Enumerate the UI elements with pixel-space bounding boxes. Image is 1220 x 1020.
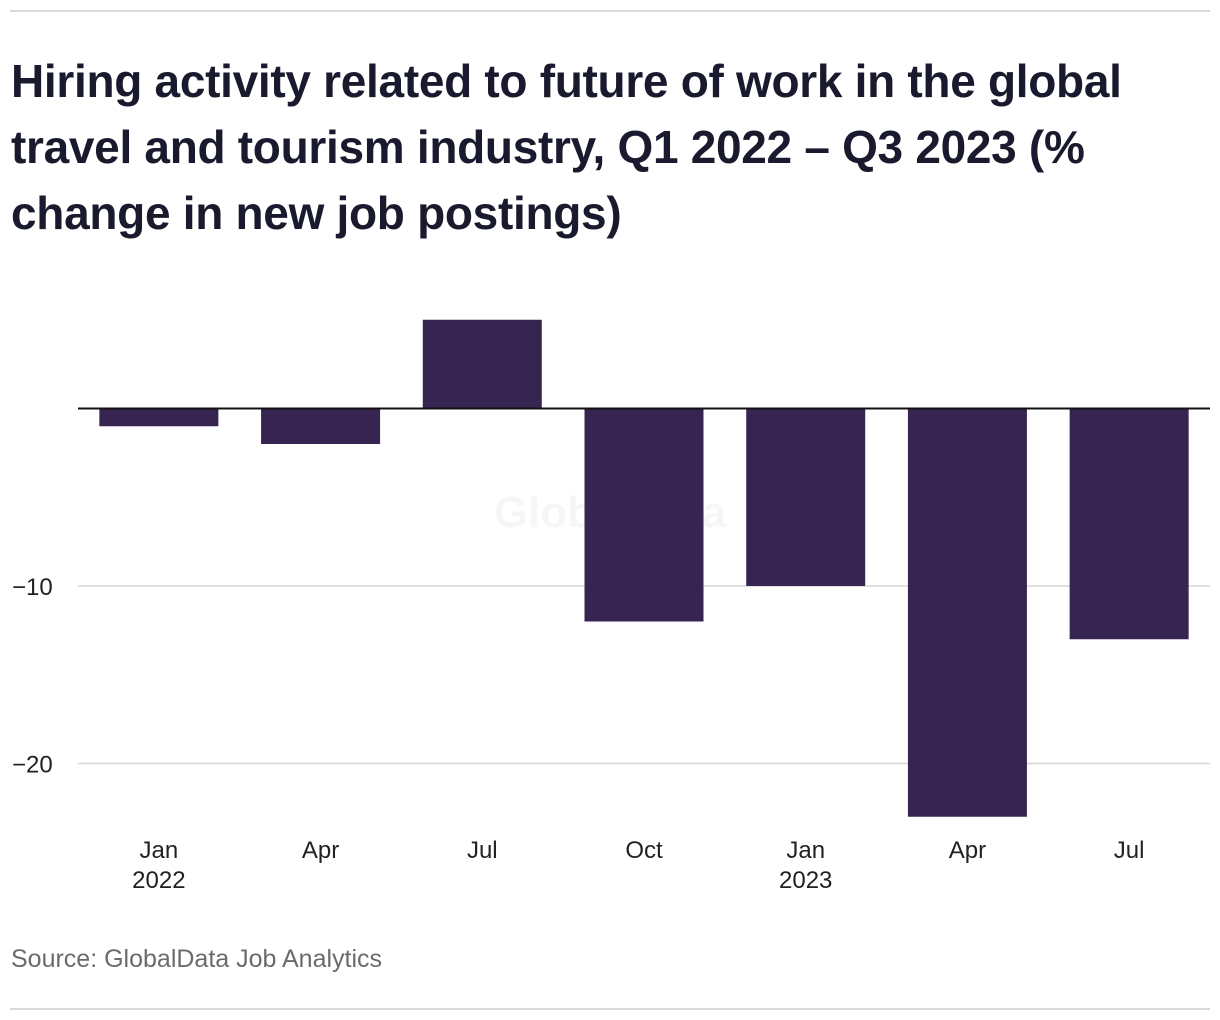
top-divider [10,10,1210,12]
x-tick-label: Jan [140,837,179,864]
bar [261,408,381,444]
bar [99,408,219,427]
bar [1069,408,1189,640]
x-tick-label: Apr [302,837,339,864]
x-tick-label: Oct [625,837,663,864]
y-tick-label: −20 [12,752,53,779]
x-tick-label: Jan [786,837,825,864]
bar [422,319,542,409]
tick-labels: −10 −20 Jan 2022 Apr Jul Oct Jan 2023 Apr Jul [12,574,1144,894]
x-tick-label: Jul [1114,837,1145,864]
x-tick-year-label: 2022 [132,867,185,894]
x-tick-label: Jul [467,837,498,864]
bar [746,408,866,586]
bar [907,408,1027,817]
x-tick-year-label: 2023 [779,867,832,894]
y-tick-label: −10 [12,574,53,601]
x-tick-label: Apr [949,837,986,864]
bottom-divider [10,1008,1210,1010]
bar [584,408,704,622]
source-note: Source: GlobalData Job Analytics [11,945,383,973]
chart-title: Hiring activity related to future of wor… [11,55,1122,239]
bars [99,319,1189,817]
